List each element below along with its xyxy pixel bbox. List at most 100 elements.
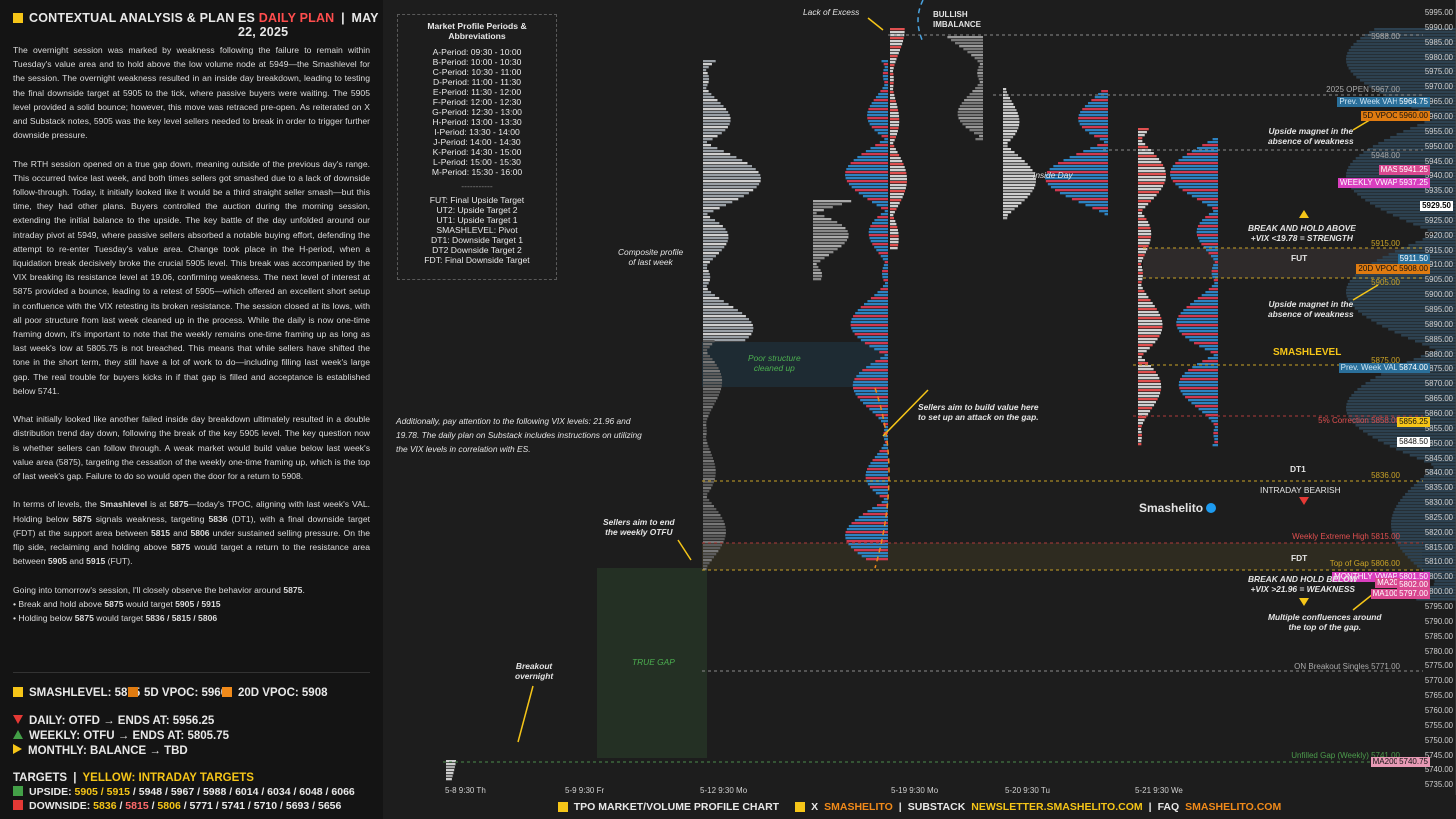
- x-tick-label: 5-21 9:30 We: [1135, 786, 1183, 795]
- volume-bar: [1363, 151, 1456, 154]
- tpo-bar: [1047, 183, 1108, 186]
- tpo-bar: [703, 303, 729, 306]
- tpo-bar: [877, 132, 888, 135]
- tpo-bar: [1085, 129, 1108, 132]
- tpo-bar: [703, 300, 724, 303]
- tpo-bar: [1193, 300, 1218, 303]
- tpo-bar: [872, 459, 888, 462]
- tpo-bar: [853, 390, 888, 393]
- tpo-bar: [1178, 186, 1218, 189]
- tpo-bar: [703, 397, 718, 400]
- wvwap-value-badge: 5937.25: [1397, 178, 1430, 188]
- volume-bar: [1379, 91, 1456, 94]
- paragraph: In terms of levels, the Smashlevel is at…: [13, 499, 370, 567]
- tpo-bar: [862, 513, 888, 516]
- note-true-gap: TRUE GAP: [632, 657, 675, 667]
- tpo-bar: [1138, 440, 1142, 443]
- tpo-bar: [1201, 294, 1218, 297]
- volume-bar: [1393, 511, 1456, 514]
- tpo-bar: [1206, 249, 1218, 252]
- tpo-bar: [1197, 363, 1218, 366]
- volume-bar: [1390, 136, 1456, 139]
- tpo-bar: [703, 520, 724, 523]
- tpo-bar: [971, 54, 983, 57]
- price-tick-label: 5825.00: [1424, 512, 1453, 522]
- note-breakout: Breakout overnight: [515, 661, 554, 681]
- tpo-bar: [1138, 251, 1146, 254]
- tpo-bar: [865, 474, 888, 477]
- tpo-bar: [703, 349, 708, 352]
- tpo-bar: [868, 231, 888, 234]
- x-handle-link[interactable]: SMASHELITO: [824, 801, 893, 813]
- tpo-bar: [1003, 163, 1028, 166]
- tpo-bar: [703, 324, 753, 327]
- tpo-bar: [1138, 209, 1143, 212]
- tpo-bar: [446, 778, 452, 781]
- level-tag-correction: 5% Correction 5858.00: [1318, 416, 1400, 425]
- tpo-bar: [883, 423, 888, 426]
- volume-bar: [1391, 517, 1456, 520]
- volume-bar: [1376, 322, 1456, 325]
- tpo-bar: [890, 241, 899, 244]
- tpo-bar: [979, 63, 983, 66]
- tpo-bar: [881, 420, 888, 423]
- tpo-bar: [890, 214, 894, 217]
- tpo-bar: [882, 75, 888, 78]
- true-gap-zone: [597, 568, 707, 758]
- volume-bar: [1423, 460, 1456, 463]
- tpo-bar: [890, 211, 895, 214]
- tpo-bar: [1003, 106, 1016, 109]
- tpo-bar: [1138, 215, 1145, 218]
- tpo-bar: [703, 66, 709, 69]
- tpo-bar: [1003, 100, 1012, 103]
- tpo-bar: [813, 251, 834, 254]
- tpo-bar: [975, 87, 983, 90]
- tpo-bar: [1003, 178, 1036, 181]
- tpo-bar: [890, 49, 900, 52]
- tpo-bar: [1138, 296, 1149, 299]
- note-fdt: FDT: [1291, 553, 1308, 563]
- tpo-bar: [874, 348, 888, 351]
- note-multiple-confluences: Multiple confluences around the top of t…: [1268, 612, 1382, 632]
- paragraph: What initially looked like another faile…: [13, 414, 370, 482]
- tpo-bar: [1179, 387, 1218, 390]
- tpo-bar: [868, 108, 888, 111]
- volume-bar: [1346, 295, 1456, 298]
- volume-bar: [1357, 388, 1456, 391]
- tpo-bar: [884, 66, 888, 69]
- tpo-chart[interactable]: Market Profile Periods & Abbreviations A…: [383, 0, 1456, 819]
- tpo-bar: [845, 531, 888, 534]
- substack-link[interactable]: NEWSLETTER.SMASHELITO.COM: [971, 801, 1143, 813]
- tpo-bar: [703, 358, 713, 361]
- price-tick-label: 5935.00: [1424, 186, 1453, 196]
- volume-bar: [1346, 175, 1456, 178]
- tpo-bar: [703, 553, 717, 556]
- volume-bar: [1373, 88, 1456, 91]
- tpo-bar: [890, 163, 904, 166]
- tpo-bar: [1138, 182, 1165, 185]
- tpo-bar: [1003, 202, 1022, 205]
- tpo-bar: [703, 523, 725, 526]
- tpo-bar: [877, 291, 888, 294]
- tpo-bar: [1213, 264, 1218, 267]
- tpo-bar: [963, 48, 983, 51]
- volume-bar: [1375, 205, 1456, 208]
- tpo-bar: [890, 58, 897, 61]
- tpo-bar: [703, 270, 709, 273]
- volume-bar: [1433, 583, 1456, 586]
- tpo-bar: [881, 447, 888, 450]
- tpo-bar: [1138, 326, 1163, 329]
- volume-bar: [1361, 313, 1456, 316]
- volume-bar: [1407, 556, 1456, 559]
- faq-link[interactable]: SMASHELITO.COM: [1185, 801, 1282, 813]
- tpo-bar: [890, 244, 899, 247]
- tpo-bar: [1138, 410, 1151, 413]
- tpo-profiles: [446, 28, 1218, 781]
- tpo-bar: [703, 514, 721, 517]
- volume-bar: [1391, 529, 1456, 532]
- tpo-bar: [882, 276, 888, 279]
- tpo-bar: [703, 252, 719, 255]
- legend-divider: -----------: [461, 181, 493, 191]
- tpo-bar: [854, 189, 888, 192]
- tpo-bar: [703, 409, 712, 412]
